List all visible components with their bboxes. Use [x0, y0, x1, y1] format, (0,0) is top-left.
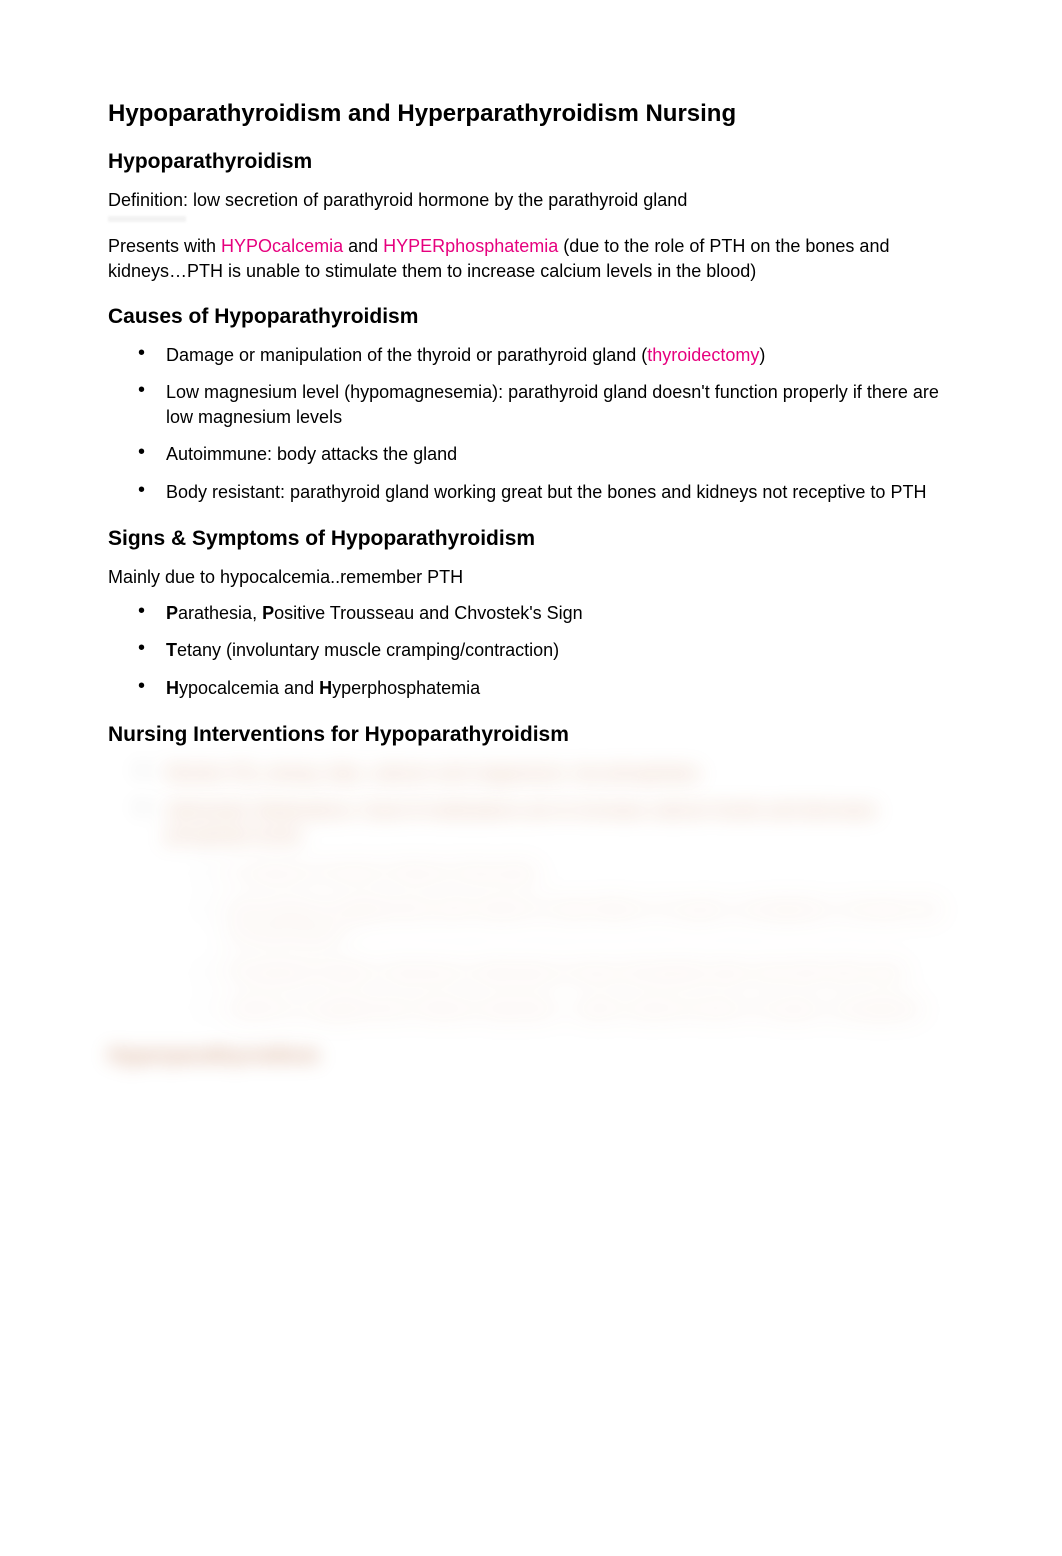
interventions-sublist: IV calcium if severe Calcium Gluconate O… [166, 860, 954, 1022]
mnemonic-letter: T [166, 640, 177, 660]
text-fragment: yperphosphatemia [332, 678, 480, 698]
list-item: Body resistant: parathyroid gland workin… [166, 480, 954, 505]
causes-list: Damage or manipulation of the thyroid or… [108, 343, 954, 505]
list-item: Tetany (involuntary muscle cramping/cont… [166, 638, 954, 663]
text-fragment: Presents with [108, 236, 221, 256]
blurred-list-item: IV calcium if severe Calcium Gluconate [226, 860, 954, 885]
text-fragment: Administer Medications: Goal of medicati… [166, 800, 876, 845]
text-fragment: Damage or manipulation of the thyroid or… [166, 345, 647, 365]
blurred-list-item: Monitor PQ, airway, labs, calcium and ma… [166, 761, 954, 786]
blurred-list-item: Administer Medications: Goal of medicati… [166, 798, 954, 1022]
list-item: Autoimmune: body attacks the gland [166, 442, 954, 467]
text-fragment: ositive Trousseau and Chvostek's Sign [274, 603, 583, 623]
text-fragment: and [343, 236, 383, 256]
hypocalcemia-link[interactable]: HYPOcalcemia [221, 236, 343, 256]
thyroidectomy-link[interactable]: thyroidectomy [647, 345, 759, 365]
document-page: Hypoparathyroidism and Hyperparathyroidi… [0, 0, 1062, 1182]
interventions-list: Monitor PQ, airway, labs, calcium and ma… [108, 761, 954, 1023]
list-item: Hypocalcemia and Hyperphosphatemia [166, 676, 954, 701]
symptoms-list: Parathesia, Positive Trousseau and Chvos… [108, 601, 954, 701]
page-title: Hypoparathyroidism and Hyperparathyroidi… [108, 100, 954, 128]
blurred-list-item: Phosphate binders: Aluminum carbonate to… [226, 960, 954, 985]
section-heading-causes: Causes of Hypoparathyroidism [108, 305, 954, 329]
section-heading-symptoms: Signs & Symptoms of Hypoparathyroidism [108, 527, 954, 551]
symptoms-intro: Mainly due to hypocalcemia..remember PTH [108, 565, 954, 589]
text-fragment: ) [759, 345, 765, 365]
text-fragment: etany (involuntary muscle cramping/contr… [177, 640, 559, 660]
blurred-list-item: Vitamin D supplements Vitamin important … [226, 997, 954, 1022]
mnemonic-letter: H [319, 678, 332, 698]
section-heading-interventions: Nursing Interventions for Hypoparathyroi… [108, 723, 954, 747]
redaction-bar [108, 216, 186, 222]
list-item: Damage or manipulation of the thyroid or… [166, 343, 954, 368]
blurred-list-item: Oral calcium supplements with vitamin D … [226, 897, 954, 947]
blurred-section-heading: Hyperparathyroidism [108, 1044, 954, 1068]
section-heading-hypoparathyroidism: Hypoparathyroidism [108, 150, 954, 174]
mnemonic-letter: P [262, 603, 274, 623]
mnemonic-letter: H [166, 678, 179, 698]
text-fragment: ypocalcemia and [179, 678, 319, 698]
presents-paragraph: Presents with HYPOcalcemia and HYPERphos… [108, 234, 954, 283]
hyperphosphatemia-link[interactable]: HYPERphosphatemia [383, 236, 558, 256]
mnemonic-letter: P [166, 603, 178, 623]
list-item: Parathesia, Positive Trousseau and Chvos… [166, 601, 954, 626]
text-fragment: arathesia, [178, 603, 262, 623]
definition-paragraph: Definition: low secretion of parathyroid… [108, 188, 954, 212]
list-item: Low magnesium level (hypomagnesemia): pa… [166, 380, 954, 430]
